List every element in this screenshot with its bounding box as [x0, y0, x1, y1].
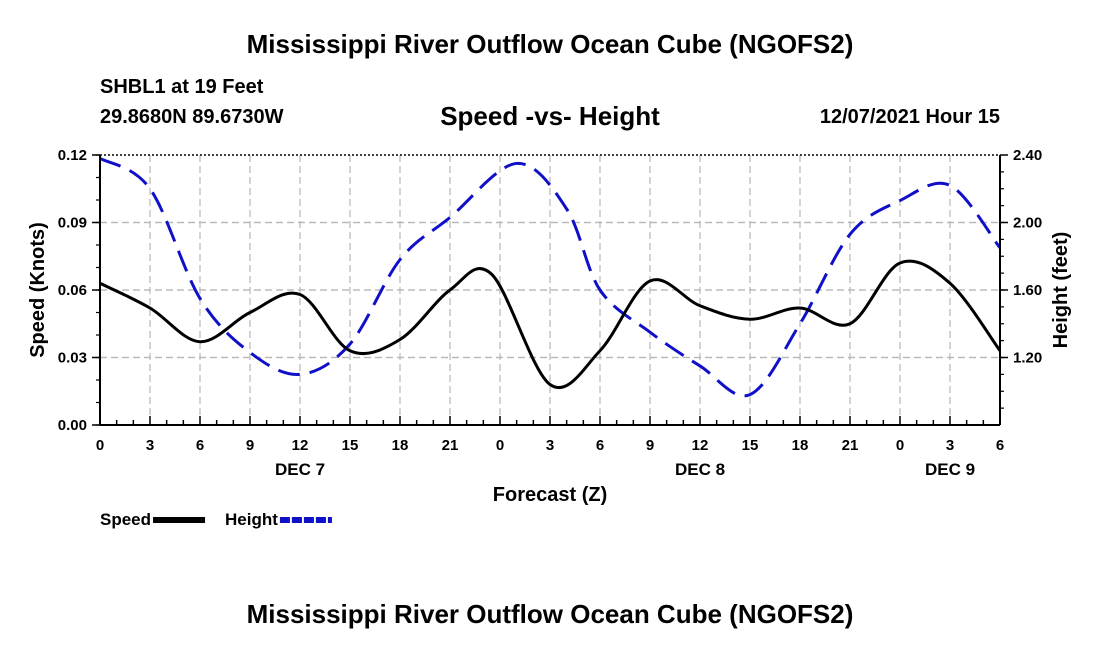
x-tick-label: 15 — [342, 437, 359, 454]
x-tick-label: 0 — [496, 437, 504, 454]
legend-label-height: Height — [225, 510, 278, 529]
x-tick-label: 18 — [792, 437, 809, 454]
station-coordinates: 29.8680N 89.6730W — [100, 106, 284, 128]
axes-layer — [92, 154, 1008, 426]
forecast-datetime: 12/07/2021 Hour 15 — [819, 106, 1000, 128]
series-line-height — [99, 157, 1002, 398]
chart-main-title: Mississippi River Outflow Ocean Cube (NG… — [246, 29, 854, 59]
x-tick-label: 0 — [96, 437, 104, 454]
grid-layer — [100, 155, 1000, 425]
x-tick-label: 9 — [246, 437, 254, 454]
y-tick-label: 0.09 — [58, 215, 87, 232]
y2-tick-label: 1.60 — [1013, 282, 1042, 299]
y-tick-label: 0.03 — [58, 350, 87, 367]
date-label: DEC 9 — [925, 460, 975, 479]
series-line-speed — [99, 259, 1002, 389]
chart-subtitle: Speed -vs- Height — [440, 101, 660, 131]
y2-tick-label: 2.40 — [1013, 147, 1042, 164]
x-tick-label: 12 — [292, 437, 309, 454]
x-tick-label: 3 — [146, 437, 154, 454]
x-tick-label: 6 — [996, 437, 1004, 454]
x-tick-label: 18 — [392, 437, 409, 454]
x-tick-label: 15 — [742, 437, 759, 454]
x-tick-label: 21 — [442, 437, 459, 454]
y2-tick-label: 1.20 — [1013, 350, 1042, 367]
date-label: DEC 8 — [675, 460, 725, 479]
series-layer — [99, 157, 1002, 398]
station-label: SHBL1 at 19 Feet — [100, 76, 264, 98]
y-tick-label: 0.06 — [58, 282, 87, 299]
legend: Speed Height — [100, 510, 332, 529]
date-label: DEC 7 — [275, 460, 325, 479]
y-tick-label: 0.00 — [58, 417, 87, 434]
x-tick-label: 6 — [596, 437, 604, 454]
legend-label-speed: Speed — [100, 510, 151, 529]
y-axis-title-right: Height (feet) — [1050, 232, 1072, 349]
x-tick-label: 6 — [196, 437, 204, 454]
x-tick-label: 3 — [946, 437, 954, 454]
y-tick-label: 0.12 — [58, 147, 87, 164]
x-tick-label: 3 — [546, 437, 554, 454]
footer-title: Mississippi River Outflow Ocean Cube (NG… — [246, 599, 854, 629]
x-tick-label: 0 — [896, 437, 904, 454]
x-tick-label: 21 — [842, 437, 859, 454]
labels-layer: 0 3 6 9 12 15 18 21 0 3 6 9 12 15 18 21 0 3 6 DEC 7 DEC 8 DEC… — [27, 147, 1072, 506]
x-axis-title: Forecast (Z) — [493, 484, 607, 506]
y-axis-title-left: Speed (Knots) — [27, 222, 49, 358]
x-tick-label: 12 — [692, 437, 709, 454]
y2-tick-label: 2.00 — [1013, 215, 1042, 232]
x-tick-label: 9 — [646, 437, 654, 454]
